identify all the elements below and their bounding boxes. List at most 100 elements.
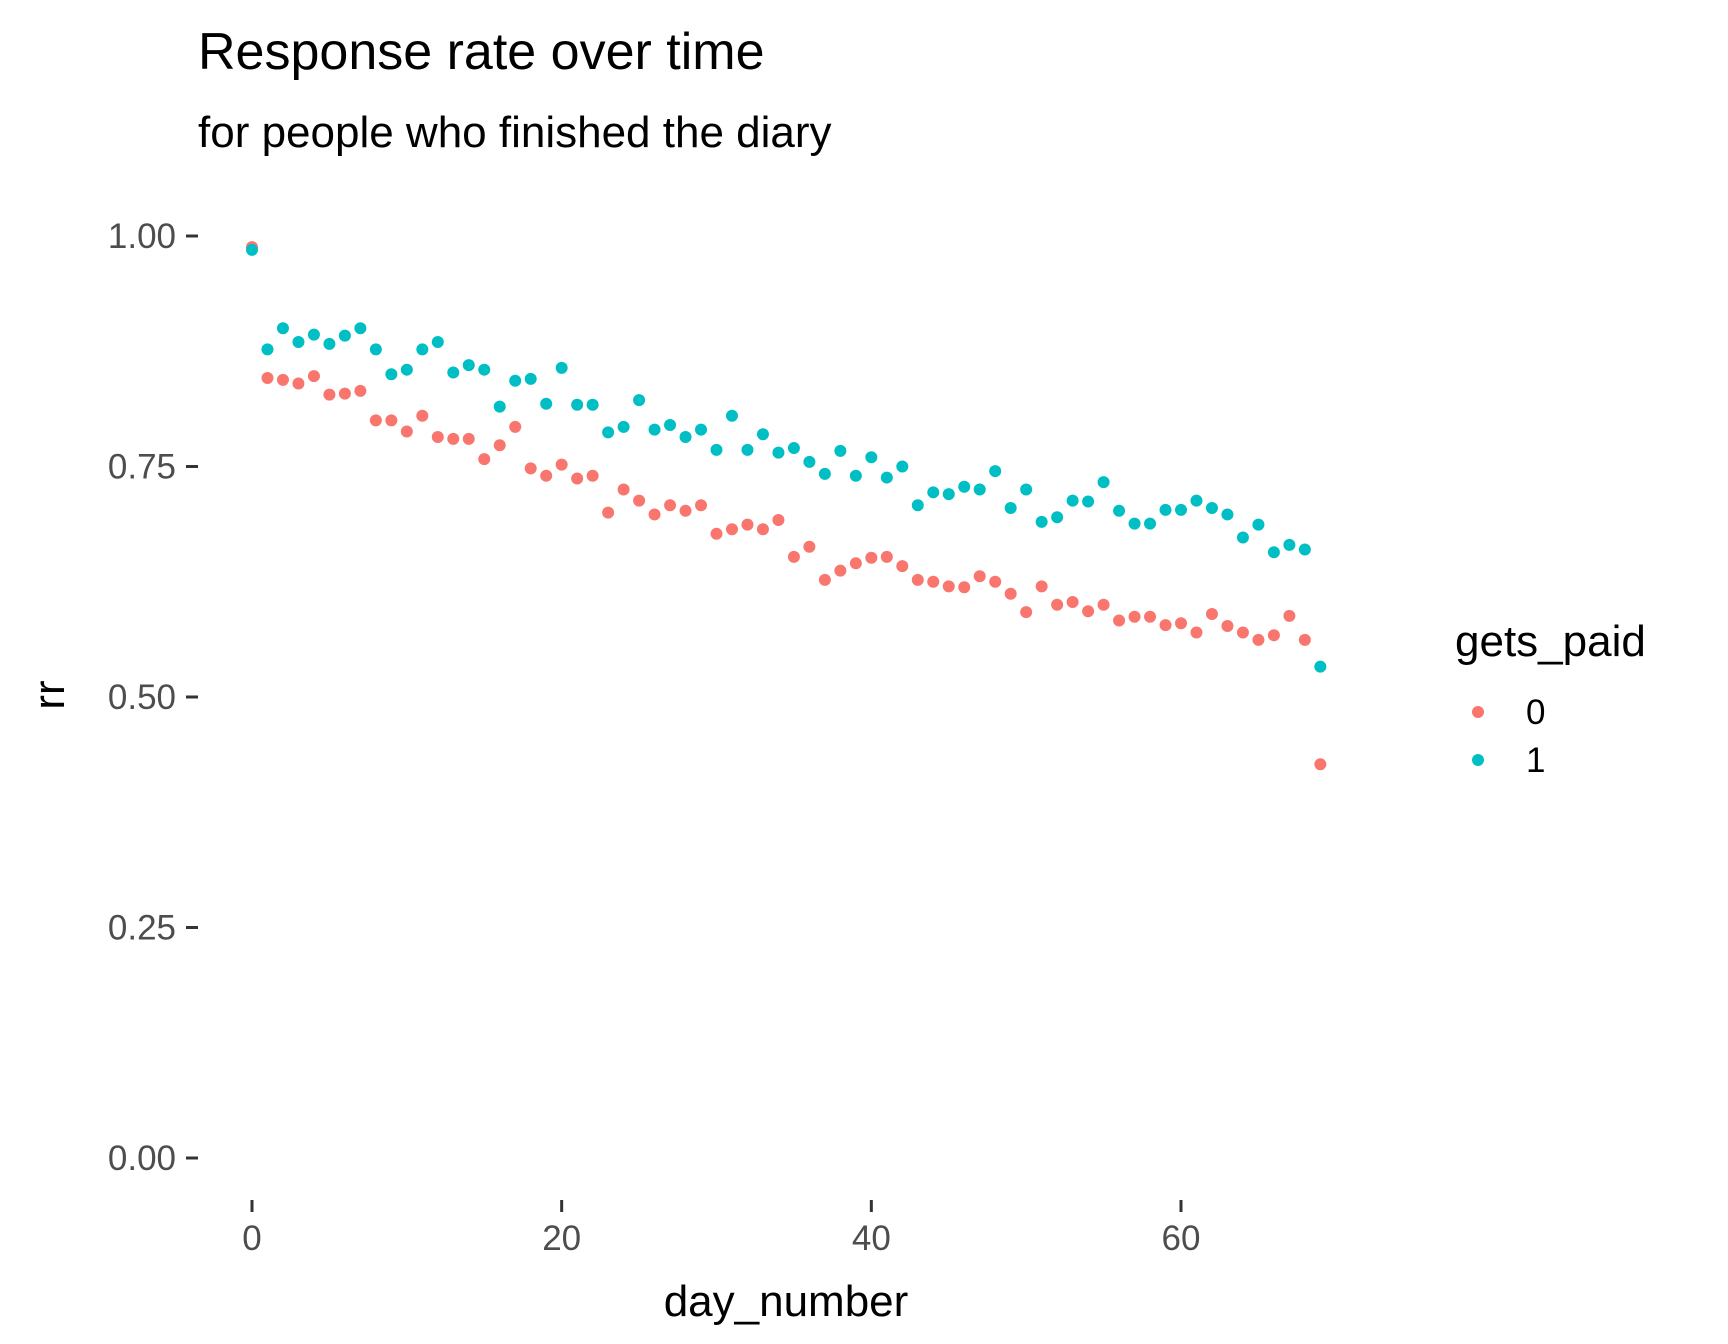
data-point bbox=[1267, 546, 1280, 559]
data-point bbox=[540, 397, 553, 410]
data-point bbox=[695, 423, 708, 436]
data-point bbox=[1035, 515, 1048, 528]
data-point bbox=[1082, 605, 1095, 618]
y-tick-label: 0.50 bbox=[108, 678, 176, 717]
chart-subtitle: for people who finished the diary bbox=[198, 108, 832, 157]
data-point bbox=[1066, 494, 1079, 507]
x-tick-label: 40 bbox=[852, 1219, 891, 1258]
data-point bbox=[524, 372, 537, 385]
data-point bbox=[1205, 501, 1218, 514]
data-point bbox=[818, 467, 831, 480]
data-point bbox=[369, 343, 382, 356]
data-point bbox=[973, 483, 986, 496]
data-point bbox=[1221, 508, 1234, 521]
data-point bbox=[958, 581, 971, 594]
data-point bbox=[818, 573, 831, 586]
data-point bbox=[849, 469, 862, 482]
data-point bbox=[958, 480, 971, 493]
data-point bbox=[989, 465, 1002, 478]
data-point bbox=[338, 387, 351, 400]
data-point bbox=[1236, 626, 1249, 639]
data-point bbox=[787, 442, 800, 455]
data-point bbox=[1082, 495, 1095, 508]
data-point bbox=[1252, 518, 1265, 531]
legend: gets_paid 0 1 bbox=[1455, 617, 1646, 780]
data-point bbox=[462, 432, 475, 445]
data-point bbox=[1159, 503, 1172, 516]
data-point bbox=[1175, 503, 1187, 516]
data-point bbox=[880, 550, 893, 563]
data-point bbox=[1221, 620, 1234, 633]
data-point bbox=[1267, 629, 1280, 642]
data-point bbox=[385, 414, 398, 427]
data-point bbox=[1066, 596, 1079, 609]
x-tick-label: 20 bbox=[542, 1219, 581, 1258]
data-point bbox=[911, 573, 924, 586]
data-point bbox=[555, 458, 568, 471]
data-point bbox=[354, 384, 367, 397]
data-point bbox=[292, 336, 305, 349]
data-point bbox=[1205, 608, 1218, 621]
data-point bbox=[524, 462, 537, 475]
data-point bbox=[1004, 501, 1017, 514]
data-point bbox=[741, 443, 754, 456]
data-point bbox=[756, 428, 769, 441]
data-point bbox=[1020, 483, 1033, 496]
x-tick-label: 0 bbox=[242, 1219, 261, 1258]
data-point bbox=[756, 523, 769, 536]
data-point bbox=[1252, 633, 1265, 646]
legend-label: 1 bbox=[1526, 741, 1545, 780]
data-point bbox=[292, 377, 305, 390]
data-point bbox=[664, 499, 677, 512]
data-point bbox=[447, 366, 460, 379]
data-point bbox=[276, 373, 289, 386]
data-point bbox=[1144, 517, 1157, 530]
data-point bbox=[989, 575, 1002, 588]
data-point bbox=[431, 336, 444, 349]
data-point bbox=[602, 426, 615, 439]
data-point bbox=[369, 414, 382, 427]
data-point bbox=[261, 343, 274, 356]
data-point bbox=[834, 564, 847, 577]
data-point bbox=[354, 322, 367, 335]
series-0 bbox=[246, 241, 1327, 771]
data-point bbox=[261, 371, 274, 384]
data-point bbox=[834, 444, 847, 457]
data-point bbox=[1298, 543, 1311, 556]
data-point bbox=[400, 363, 413, 376]
data-point bbox=[462, 359, 475, 372]
data-point bbox=[1314, 660, 1327, 673]
data-point bbox=[710, 443, 723, 456]
data-point bbox=[1128, 517, 1141, 530]
data-point bbox=[679, 430, 692, 443]
data-point bbox=[1051, 598, 1064, 611]
y-tick-label: 1.00 bbox=[108, 217, 176, 256]
legend-key bbox=[1472, 706, 1484, 718]
data-point bbox=[865, 551, 878, 564]
data-point bbox=[555, 361, 568, 374]
x-tick-label: 60 bbox=[1162, 1219, 1201, 1258]
data-point bbox=[1097, 598, 1110, 611]
data-point bbox=[1283, 609, 1296, 622]
y-axis: 0.00 0.25 0.50 0.75 1.00 bbox=[108, 217, 198, 1178]
data-point bbox=[400, 425, 413, 438]
data-point bbox=[602, 506, 615, 519]
data-point bbox=[323, 388, 336, 401]
data-point bbox=[416, 409, 429, 422]
data-point bbox=[493, 400, 506, 413]
data-point bbox=[880, 471, 893, 484]
y-tick-label: 0.75 bbox=[108, 448, 176, 487]
y-tick-label: 0.00 bbox=[108, 1139, 176, 1178]
data-point bbox=[617, 483, 630, 496]
data-point bbox=[586, 469, 599, 482]
data-point bbox=[1051, 511, 1064, 524]
data-point bbox=[927, 575, 940, 588]
data-point bbox=[447, 432, 460, 445]
data-point bbox=[509, 420, 522, 433]
data-point bbox=[1175, 617, 1187, 630]
data-point bbox=[664, 419, 677, 432]
data-point bbox=[942, 488, 955, 501]
data-point bbox=[586, 398, 599, 411]
data-point bbox=[1144, 610, 1157, 623]
